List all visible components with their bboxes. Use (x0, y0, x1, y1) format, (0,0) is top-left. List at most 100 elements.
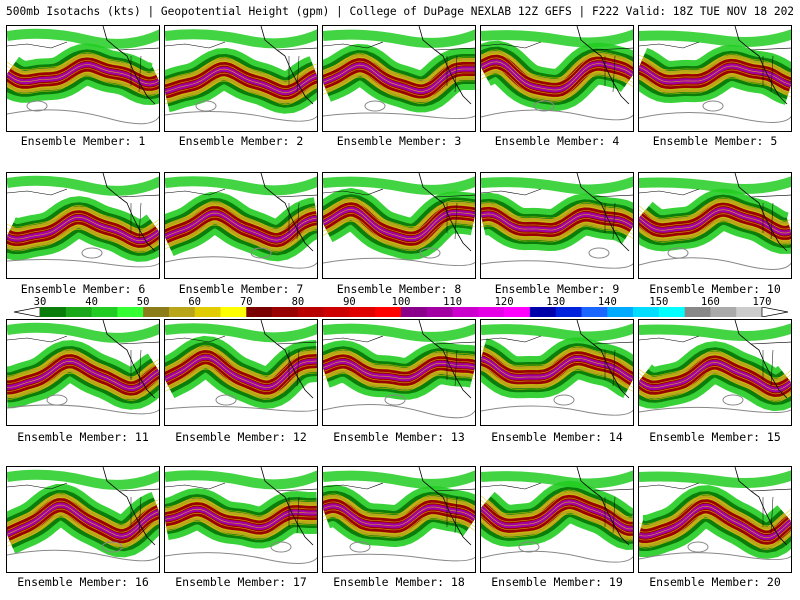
ensemble-member-label: Ensemble Member: 13 (333, 430, 465, 444)
colorbar-swatch (272, 307, 299, 317)
jet-stream-map (639, 467, 791, 560)
colorbar-swatches (13, 307, 789, 317)
colorbar-swatch (375, 307, 402, 317)
jet-stream-map (165, 320, 317, 412)
jet-stream-map (639, 173, 791, 270)
ensemble-map-panel (638, 319, 792, 426)
jet-stream-map (481, 320, 633, 416)
ensemble-map-panel (480, 319, 634, 426)
ensemble-map-panel (638, 466, 792, 573)
ensemble-member-label: Ensemble Member: 12 (175, 430, 307, 444)
colorbar-swatch (607, 307, 634, 317)
jet-stream-map (165, 26, 317, 122)
ensemble-map-panel (480, 466, 634, 573)
jet-stream-map (639, 320, 791, 414)
ensemble-member-label: Ensemble Member: 16 (17, 575, 149, 589)
jet-stream-map (7, 467, 159, 562)
colorbar-tick-label: 120 (494, 296, 514, 308)
ensemble-map-panel (322, 466, 476, 573)
ensemble-map-panel (480, 25, 634, 132)
colorbar-tick-label: 70 (239, 296, 253, 308)
colorbar-tick-label: 80 (291, 296, 305, 308)
ensemble-map-panel (164, 25, 318, 132)
ensemble-member-label: Ensemble Member: 2 (178, 134, 304, 148)
ensemble-member-label: Ensemble Member: 4 (494, 134, 620, 148)
colorbar-swatch (452, 307, 479, 317)
ensemble-member-label: Ensemble Member: 14 (491, 430, 623, 444)
colorbar-tick-label: 150 (649, 296, 669, 308)
colorbar-max-arrow (761, 307, 789, 317)
colorbar-tick-label: 40 (85, 296, 98, 308)
ensemble-member-label: Ensemble Member: 10 (649, 282, 781, 296)
colorbar-swatch (220, 307, 247, 317)
colorbar-swatch (710, 307, 737, 317)
colorbar-swatch (91, 307, 118, 317)
colorbar-swatch (40, 307, 67, 317)
colorbar-swatch (117, 307, 144, 317)
colorbar-swatch (143, 307, 170, 317)
colorbar-tick-label: 160 (700, 296, 720, 308)
ensemble-map-panel (638, 172, 792, 279)
colorbar-tick-label: 50 (136, 296, 150, 308)
colorbar-swatch (633, 307, 660, 317)
ensemble-member-label: Ensemble Member: 7 (178, 282, 304, 296)
ensemble-member-label: Ensemble Member: 9 (494, 282, 620, 296)
colorbar-tick-label: 100 (391, 296, 411, 308)
ensemble-map-panel (6, 172, 160, 279)
wind-speed-colorbar: 30 40 50 60 70 80 90 100 110 120 130 140 150 160 170 (0, 296, 800, 320)
jet-stream-map (7, 26, 159, 125)
ensemble-member-label: Ensemble Member: 19 (491, 575, 623, 589)
ensemble-map-panel (322, 25, 476, 132)
jet-stream-map (481, 173, 633, 269)
colorbar-swatch (504, 307, 531, 317)
ensemble-member-label: Ensemble Member: 8 (336, 282, 462, 296)
ensemble-member-label: Ensemble Member: 15 (649, 430, 781, 444)
ensemble-map-panel (322, 319, 476, 426)
ensemble-map-panel (322, 172, 476, 279)
jet-stream-map (481, 26, 633, 121)
jet-stream-map (323, 26, 475, 120)
jet-stream-map (165, 467, 317, 564)
colorbar-swatch (581, 307, 608, 317)
jet-stream-map (323, 320, 475, 419)
ensemble-member-label: Ensemble Member: 17 (175, 575, 307, 589)
colorbar-swatch (323, 307, 350, 317)
colorbar-swatch (349, 307, 376, 317)
ensemble-map-panel (164, 172, 318, 279)
colorbar-tick-label: 60 (188, 296, 202, 308)
colorbar-swatch (194, 307, 221, 317)
jet-stream-map (7, 173, 159, 268)
ensemble-member-label: Ensemble Member: 11 (17, 430, 149, 444)
colorbar-tick-label: 130 (546, 296, 566, 308)
jet-stream-map (323, 173, 475, 266)
colorbar-swatch (658, 307, 685, 317)
ensemble-member-label: Ensemble Member: 6 (20, 282, 146, 296)
ensemble-map-panel (6, 25, 160, 132)
ensemble-map-panel (6, 466, 160, 573)
colorbar-swatch (478, 307, 505, 317)
ensemble-member-label: Ensemble Member: 3 (336, 134, 462, 148)
ensemble-map-panel (164, 319, 318, 426)
colorbar-swatch (555, 307, 582, 317)
colorbar-swatch (246, 307, 273, 317)
map-title: 500mb Isotachs (kts) | Geopotential Heig… (6, 5, 794, 18)
colorbar-swatch (684, 307, 711, 317)
ensemble-member-label: Ensemble Member: 20 (649, 575, 781, 589)
colorbar-swatch (168, 307, 196, 317)
colorbar-swatch (65, 307, 92, 317)
jet-stream-map (639, 26, 791, 123)
colorbar-swatch (736, 307, 763, 317)
ensemble-map-panel (638, 25, 792, 132)
colorbar-tick-label: 170 (752, 296, 772, 308)
ensemble-member-label: Ensemble Member: 5 (652, 134, 778, 148)
jet-stream-map (7, 320, 159, 415)
jet-stream-map (165, 173, 317, 269)
ensemble-map-panel (480, 172, 634, 279)
jet-stream-map (481, 467, 633, 563)
jet-stream-map (323, 467, 475, 562)
colorbar-swatch (426, 307, 453, 317)
colorbar-tick-label: 140 (597, 296, 617, 308)
colorbar-tick-label: 90 (343, 296, 356, 308)
colorbar-tick-label: 110 (443, 296, 463, 308)
colorbar-swatch (529, 307, 557, 317)
